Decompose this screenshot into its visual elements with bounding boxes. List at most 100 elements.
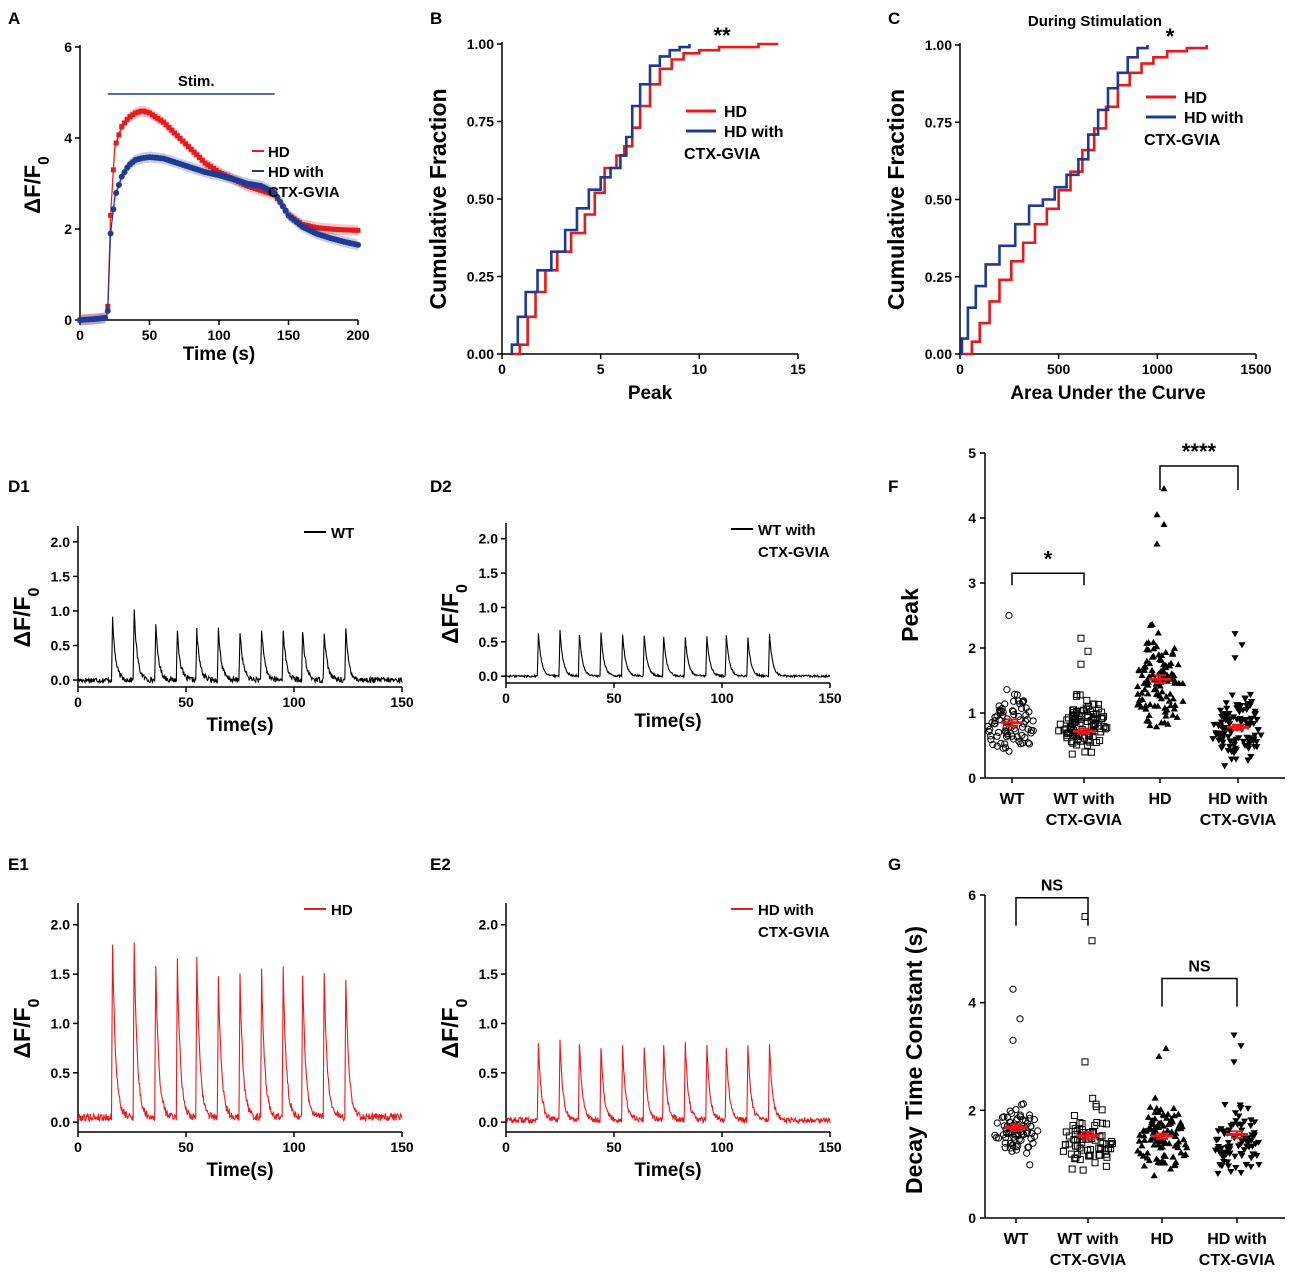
f-point xyxy=(1008,707,1017,715)
f-point xyxy=(1156,682,1164,689)
a-hd-point xyxy=(327,226,333,232)
e2-x-tick-label: 100 xyxy=(710,1139,734,1155)
f-point xyxy=(1257,732,1265,739)
g-y-tick-label: 4 xyxy=(968,995,976,1011)
f-point xyxy=(1222,717,1230,724)
f-point xyxy=(1070,713,1078,721)
d2-x-tick-label: 0 xyxy=(502,690,510,706)
f-significance: * xyxy=(1044,546,1053,571)
b-legend-hd: HD xyxy=(724,104,747,121)
f-point xyxy=(1165,662,1174,669)
d1-x-tick-label: 0 xyxy=(74,694,82,710)
d1-y-tick-label: 1.0 xyxy=(51,603,71,619)
a-hd-point xyxy=(133,110,139,116)
e2-x-tick-label: 0 xyxy=(502,1139,510,1155)
e2-x-tick-label: 50 xyxy=(606,1139,622,1155)
b-x-tick-label: 0 xyxy=(498,361,506,377)
g-point xyxy=(1076,1144,1084,1152)
e2-y-axis-label: ΔF/F0 xyxy=(437,998,471,1058)
panel-label-c: C xyxy=(888,9,900,28)
panel-label-e2: E2 xyxy=(430,855,451,874)
b-x-tick-label: 15 xyxy=(790,361,806,377)
d2-y-tick-label: 0.0 xyxy=(479,668,499,684)
g-point xyxy=(1009,1036,1017,1044)
f-point xyxy=(1077,634,1085,642)
a-hd-point xyxy=(194,152,200,158)
e1-y-tick-label: 0.5 xyxy=(51,1065,71,1081)
g-point xyxy=(1230,1032,1238,1039)
f-point xyxy=(1254,727,1262,734)
b-y-tick-label: 0.50 xyxy=(467,191,494,207)
g-point xyxy=(1244,1105,1252,1112)
f-point xyxy=(1241,695,1250,702)
g-point xyxy=(1237,1170,1245,1177)
f-point xyxy=(1232,747,1240,754)
a-sem-band-0 xyxy=(80,105,358,326)
a-ctx-point xyxy=(102,314,109,321)
g-point xyxy=(1002,1125,1010,1133)
f-significance: **** xyxy=(1182,439,1217,464)
f-point xyxy=(1067,724,1075,732)
f-point xyxy=(1029,717,1037,725)
a-hd-point xyxy=(210,165,216,171)
g-point xyxy=(1144,1113,1153,1120)
g-point xyxy=(1026,1161,1034,1169)
f-point xyxy=(1175,679,1183,686)
e1-x-axis-label: Time(s) xyxy=(206,1160,273,1181)
a-hd-point xyxy=(252,186,258,192)
f-point xyxy=(1095,700,1103,708)
a-hd-point xyxy=(166,125,172,131)
d2-y-tick-label: 0.5 xyxy=(479,634,499,650)
a-hd-point xyxy=(152,114,158,120)
b-cdf-line-ctx xyxy=(509,44,691,356)
g-point xyxy=(1108,1140,1116,1148)
panel-label-f: F xyxy=(888,477,898,496)
f-point xyxy=(1164,720,1172,727)
f-point xyxy=(1174,661,1182,668)
f-point xyxy=(1081,748,1089,756)
f-point xyxy=(987,736,995,744)
g-point xyxy=(1015,1135,1023,1143)
g-point xyxy=(1180,1152,1188,1159)
g-point xyxy=(1178,1123,1186,1130)
f-point xyxy=(1145,711,1153,718)
f-point xyxy=(989,740,997,749)
g-point xyxy=(1221,1101,1229,1109)
a-hd-point xyxy=(249,185,255,191)
c-cdf-line-hd xyxy=(963,45,1208,356)
f-point xyxy=(993,732,1001,740)
g-group-label: HD with xyxy=(1207,1231,1267,1248)
g-point xyxy=(1023,1129,1031,1138)
a-hd-point xyxy=(199,157,205,163)
g-point xyxy=(1161,1152,1169,1159)
d1-legend-label: WT xyxy=(331,525,354,542)
f-point xyxy=(1222,700,1230,707)
g-point xyxy=(1235,1113,1243,1120)
c-y-tick-label: 0.00 xyxy=(925,346,952,362)
d2-legend-label-2: CTX-GVIA xyxy=(758,544,830,561)
f-point xyxy=(1149,652,1158,659)
f-point xyxy=(1084,647,1092,655)
a-hd-point xyxy=(183,141,189,147)
f-point xyxy=(1148,666,1156,673)
a-hd-point xyxy=(355,227,361,233)
g-point xyxy=(1138,1142,1146,1149)
g-point xyxy=(1150,1172,1158,1179)
f-point xyxy=(1169,711,1177,718)
g-point xyxy=(1012,1116,1021,1124)
f-point xyxy=(1242,717,1250,724)
a-hd-point xyxy=(149,112,155,118)
g-point xyxy=(1146,1103,1154,1110)
b-y-tick-label: 0.00 xyxy=(467,346,494,362)
d1-trace xyxy=(77,609,403,685)
a-hd-point xyxy=(191,149,197,155)
f-point xyxy=(1003,686,1011,694)
f-point xyxy=(1218,713,1226,720)
g-point xyxy=(1089,1094,1097,1102)
a-ctx-point xyxy=(107,230,114,237)
d1-x-tick-label: 50 xyxy=(178,694,194,710)
a-ctx-point xyxy=(110,206,117,213)
a-hd-point xyxy=(258,187,264,193)
f-point xyxy=(1097,715,1105,723)
f-group-label: WT with xyxy=(1053,791,1114,808)
